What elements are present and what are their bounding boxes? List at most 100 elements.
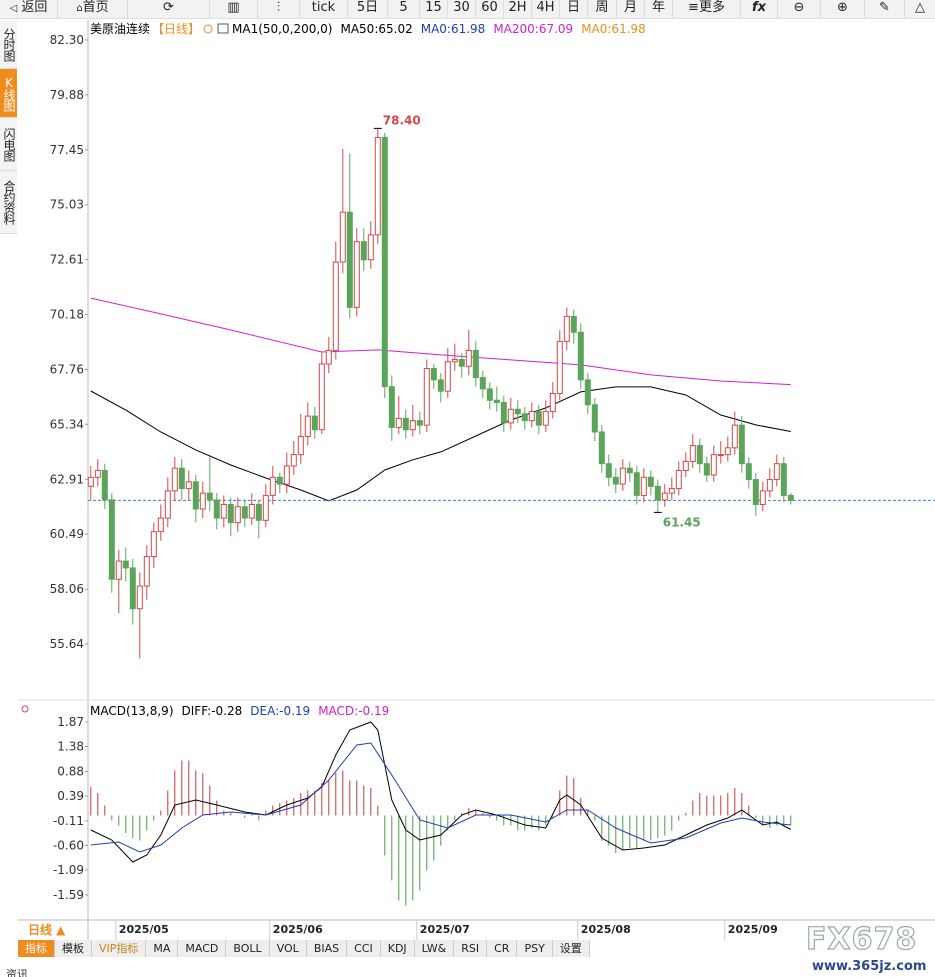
home-button[interactable]: ⌂首页 <box>58 0 128 18</box>
indicator-tab[interactable]: BOLL <box>226 940 270 957</box>
indicator-tab[interactable]: PSY <box>517 940 553 957</box>
candle-body <box>654 485 661 501</box>
y-tick-label: 67.76 <box>50 362 84 376</box>
candle-body <box>115 560 122 580</box>
indicator-tab[interactable]: VOL <box>269 940 307 957</box>
candle-body <box>500 402 507 424</box>
chart-title: 美原油连续 <box>90 21 150 36</box>
period-button[interactable]: 月 <box>617 0 645 18</box>
candle-body <box>472 349 479 379</box>
indicator-tab[interactable]: KDJ <box>380 940 415 957</box>
candle-body <box>584 379 591 406</box>
candle-body <box>122 560 129 569</box>
period-button[interactable]: 60 <box>476 0 504 18</box>
candle-body <box>367 234 374 261</box>
candle-body <box>388 386 395 428</box>
y-tick-label: 60.49 <box>50 527 84 541</box>
draw-button[interactable]: ✎ <box>865 0 905 18</box>
more-label: 更多 <box>698 0 725 15</box>
refresh-button[interactable]: ⟳ <box>128 0 210 18</box>
period-button[interactable]: 5日 <box>348 0 388 18</box>
candle-body <box>514 408 521 415</box>
candle-body <box>255 503 262 521</box>
indicator-tab[interactable]: MACD <box>178 940 227 957</box>
zoom-in-button[interactable]: ⊕ <box>821 0 865 18</box>
y-tick-label: 1.38 <box>57 740 84 754</box>
home-label: 首页 <box>82 0 109 15</box>
period-button[interactable]: 2H <box>504 0 532 18</box>
period-button[interactable]: 年 <box>645 0 673 18</box>
legend-entry: MACD:-0.19 <box>318 704 389 718</box>
macd-icon <box>21 705 29 713</box>
candle-body <box>129 567 136 610</box>
candle-body <box>192 481 199 510</box>
indicator-tab[interactable]: MA <box>146 940 179 957</box>
candle-body <box>304 415 311 437</box>
candle-body <box>346 211 353 308</box>
y-tick-label: 77.45 <box>50 143 84 157</box>
x-tick-label: 2025/05 <box>119 923 169 936</box>
collapse-button[interactable]: △ <box>915 0 925 15</box>
candle-body <box>710 454 717 476</box>
indicator-tab[interactable]: CCI <box>347 940 381 957</box>
candle-icon-button[interactable]: ⫶ <box>258 0 300 18</box>
indicator-tab[interactable]: BIAS <box>306 940 348 957</box>
period-button[interactable]: 周 <box>588 0 617 18</box>
candle-body <box>220 503 227 519</box>
indicator-tab[interactable]: VIP指标 <box>92 940 147 957</box>
more-button[interactable]: ≡更多 <box>673 0 741 18</box>
candle-body <box>647 476 654 487</box>
side-tab[interactable]: K线图 <box>0 69 17 118</box>
candle-body <box>409 420 416 431</box>
candle-body <box>339 211 346 263</box>
indicator-tab[interactable]: 模板 <box>55 940 92 957</box>
indicator-tab[interactable]: RSI <box>454 940 488 957</box>
zoom-out-button[interactable]: ⊖ <box>778 0 821 18</box>
legend-entry: MA1(50,0,200,0) <box>232 22 332 36</box>
candle-body <box>549 392 556 413</box>
candle-body <box>752 479 759 505</box>
fx-button[interactable]: fx <box>741 0 778 18</box>
candle-body <box>297 435 304 456</box>
footer-tab[interactable]: 资讯 <box>6 968 28 977</box>
candle-body <box>444 361 451 392</box>
candle-body <box>157 517 164 533</box>
candle-body <box>360 241 367 261</box>
candle-body <box>164 490 171 519</box>
watermark: FX678 <box>805 921 918 957</box>
candle-body <box>395 417 402 428</box>
side-tab[interactable]: 分时图 <box>0 20 17 69</box>
period-button[interactable]: tick <box>300 0 348 18</box>
period-button[interactable]: 5 <box>388 0 420 18</box>
candle-body <box>717 454 724 457</box>
period-button[interactable]: 日 <box>560 0 588 18</box>
candle-body <box>465 349 472 367</box>
candle-body <box>269 476 276 496</box>
period-button[interactable]: 15 <box>420 0 448 18</box>
toolbar: ◁ 返回 ⌂首页 ⟳ ▥ ⫶ tick 5日 5 15 30 60 2H 4H … <box>0 0 935 19</box>
candle-body <box>276 476 283 485</box>
bar-icon-button[interactable]: ▥ <box>210 0 258 18</box>
back-button[interactable]: ◁ 返回 <box>0 0 58 18</box>
period-button[interactable]: 4H <box>532 0 560 18</box>
indicator-tab[interactable]: 指标 <box>18 940 55 957</box>
candle-body <box>626 467 633 474</box>
side-tab[interactable]: 闪电图 <box>0 118 17 171</box>
side-tab[interactable]: 合约资料 <box>0 171 17 234</box>
candle-body <box>766 479 773 492</box>
y-tick-label: 0.88 <box>57 765 84 779</box>
candle-body <box>262 494 269 521</box>
candle-body <box>458 358 465 367</box>
period-label[interactable]: 日线 ▲ <box>28 923 66 937</box>
candle-body <box>577 331 584 381</box>
indicator-tab[interactable]: 设置 <box>552 940 590 957</box>
period-button[interactable]: 30 <box>448 0 476 18</box>
indicator-tab[interactable]: LW& <box>414 940 455 957</box>
candle-body <box>353 241 360 308</box>
legend-entry: DIFF:-0.28 <box>182 704 243 718</box>
candle-body <box>570 315 577 333</box>
indicator-tab[interactable]: CR <box>487 940 518 957</box>
candle-body <box>234 506 241 524</box>
x-tick-label: 2025/08 <box>581 923 631 936</box>
